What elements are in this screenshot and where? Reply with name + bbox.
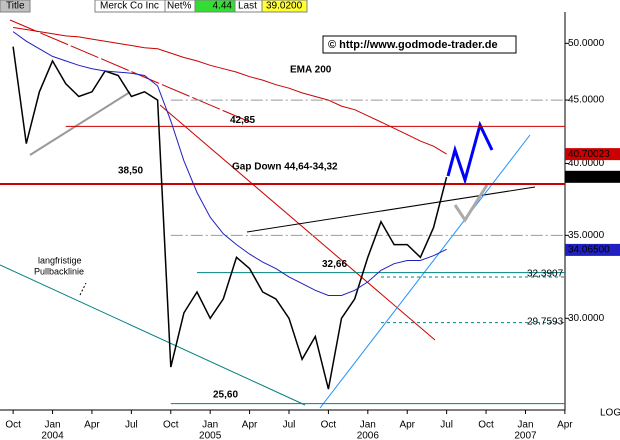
series-line: [12, 46, 448, 390]
year-label: 2007: [514, 431, 537, 440]
trendline: [159, 104, 436, 341]
y-tick-label: 30.0000: [568, 313, 605, 324]
level-label: 32.3907: [527, 269, 564, 280]
trendlines: [0, 19, 536, 409]
x-tick-label: Apr: [242, 420, 258, 431]
x-tick-label: Jan: [360, 420, 376, 431]
price-tag-label: 40.70023: [568, 149, 610, 160]
header-net-label: Net%: [167, 1, 192, 12]
x-tick-label: Apr: [557, 420, 573, 431]
year-label: 2006: [357, 431, 380, 440]
y-tick-label: 40.0000: [568, 158, 605, 169]
x-tick-label: Jan: [202, 420, 218, 431]
x-tick-label: Jul: [440, 420, 453, 431]
level-label: 42,85: [230, 115, 255, 126]
header-title: Title: [6, 1, 25, 12]
watermark: © http://www.godmode-trader.de: [328, 39, 498, 51]
level-label: 32,66: [322, 259, 347, 270]
last-box: [261, 0, 308, 13]
series-line: [13, 27, 447, 155]
price-tag-label: 34.06500: [568, 245, 610, 256]
header-last-label: Last: [238, 1, 257, 12]
annotation: Gap Down 44,64-34,32: [232, 162, 338, 173]
x-tick-label: Jan: [44, 420, 60, 431]
x-tick-label: Oct: [163, 420, 179, 431]
y-tick-label: 45.0000: [568, 95, 605, 106]
pullback-line: [0, 264, 306, 406]
x-tick-label: Jul: [125, 420, 138, 431]
trendline: [29, 91, 131, 156]
price-tag: [565, 148, 620, 161]
trendline: [319, 134, 531, 409]
y-tick-label: 50.0000: [568, 38, 605, 49]
annotation: langfristige: [38, 255, 82, 265]
year-label: 2004: [41, 431, 64, 440]
x-tick-label: Jul: [283, 420, 296, 431]
x-tick-label: Apr: [399, 420, 415, 431]
x-tick-label: Oct: [5, 420, 21, 431]
header-last: 39.0200: [266, 1, 303, 12]
x-tick-label: Apr: [84, 420, 100, 431]
y-tick-label: 35.0000: [568, 230, 605, 241]
price-tag: [565, 243, 620, 256]
title-box: [0, 0, 31, 13]
header-net: 4.44: [213, 1, 233, 12]
series-line: [12, 31, 447, 296]
trendline: [246, 186, 536, 233]
forecast-arrow: [446, 120, 494, 186]
x-tick-label: Oct: [321, 420, 337, 431]
year-label: 2005: [199, 431, 222, 440]
header-name: Merck Co Inc: [100, 1, 159, 12]
watermark-box: [322, 35, 517, 54]
level-label: 29.7593: [527, 316, 564, 327]
price-tag: [565, 170, 620, 183]
x-tick-label: Oct: [478, 420, 494, 431]
x-tick-label: Jan: [517, 420, 533, 431]
annotation: Pullbacklinie: [34, 266, 84, 276]
forecast-check: [453, 184, 489, 223]
price-tag-label: 39.0200: [568, 171, 605, 182]
series-label: EMA 200: [290, 65, 332, 76]
scale-label: LOG: [600, 408, 620, 419]
level-label: 25,60: [213, 389, 238, 400]
trendline: [9, 19, 251, 123]
level-label: 38,50: [118, 166, 143, 177]
